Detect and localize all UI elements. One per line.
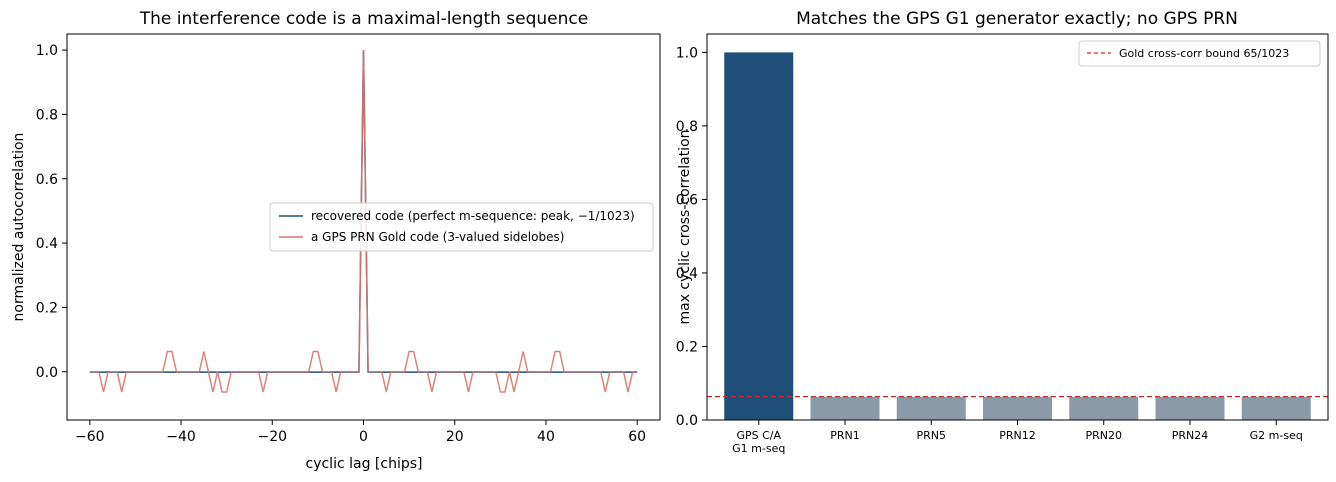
y-tick-label: 0.8 <box>36 107 58 123</box>
gps-gold-code-line <box>89 50 638 393</box>
cross-correlation-chart: Matches the GPS G1 generator exactly; no… <box>676 9 1329 455</box>
x-tick-label: G1 m-seq <box>732 442 785 455</box>
legend-label-recovered: recovered code (perfect m-sequence: peak… <box>311 209 635 223</box>
legend-box <box>269 202 654 252</box>
autocorrelation-chart: The interference code is a maximal-lengt… <box>11 9 661 472</box>
bar <box>724 52 794 420</box>
x-tick-label: −20 <box>257 429 287 445</box>
bar <box>810 396 880 420</box>
legend-label-gold: a GPS PRN Gold code (3-valued sidelobes) <box>311 230 564 244</box>
x-tick-label: 20 <box>446 429 464 445</box>
legend-label-bound: Gold cross-corr bound 65/1023 <box>1119 47 1289 60</box>
chart-title: Matches the GPS G1 generator exactly; no… <box>796 9 1238 29</box>
plot-frame <box>706 33 1329 421</box>
bar <box>1069 396 1139 420</box>
x-tick-label: PRN1 <box>830 429 860 442</box>
x-axis-ticks: GPS C/AG1 m-seq PRN1 PRN5 PRN12 PRN20 PRN24 G2… <box>732 420 1303 455</box>
legend: Gold cross-corr bound 65/1023 <box>1078 40 1321 67</box>
legend: recovered code (perfect m-sequence: peak… <box>269 202 654 252</box>
legend-box <box>1078 40 1321 67</box>
x-tick-label: G2 m-seq <box>1250 429 1303 442</box>
bar <box>1241 396 1311 420</box>
x-tick-label: GPS C/A <box>736 429 781 442</box>
y-axis-ticks: 0.0 0.2 0.4 0.6 0.8 1.0 <box>676 45 707 429</box>
x-tick-label: PRN24 <box>1172 429 1209 442</box>
x-tick-label: −60 <box>75 429 105 445</box>
x-tick-label: 0 <box>359 429 368 445</box>
x-axis-label: cyclic lag [chips] <box>306 456 423 472</box>
chart-title: The interference code is a maximal-lengt… <box>139 9 588 29</box>
y-tick-label: 0.4 <box>676 266 698 282</box>
x-axis-ticks: −60 −40 −20 0 20 40 60 <box>75 420 646 445</box>
bar <box>1155 396 1225 420</box>
bar <box>983 396 1052 420</box>
y-tick-label: 0.6 <box>36 172 58 188</box>
x-tick-label: PRN12 <box>999 429 1036 442</box>
x-tick-label: 40 <box>537 429 555 445</box>
x-tick-label: PRN20 <box>1085 429 1122 442</box>
y-tick-label: 0.0 <box>676 413 698 429</box>
bar <box>896 396 966 420</box>
y-tick-label: 0.0 <box>36 365 58 381</box>
series-lines <box>89 50 638 393</box>
bars <box>724 52 1311 420</box>
y-tick-label: 1.0 <box>676 45 698 61</box>
x-tick-label: 60 <box>628 429 646 445</box>
y-tick-label: 0.4 <box>36 236 58 252</box>
y-axis-ticks: 0.0 0.2 0.4 0.6 0.8 1.0 <box>36 43 67 381</box>
y-tick-label: 1.0 <box>36 43 58 59</box>
y-tick-label: 0.8 <box>676 119 698 135</box>
x-tick-label: PRN5 <box>916 429 946 442</box>
y-axis-label: max cyclic cross-correlation <box>677 129 693 324</box>
y-tick-label: 0.2 <box>36 300 58 316</box>
x-tick-label: −40 <box>166 429 196 445</box>
y-axis-label: normalized autocorrelation <box>11 133 27 322</box>
y-tick-label: 0.6 <box>676 192 698 208</box>
y-tick-label: 0.2 <box>676 339 698 355</box>
